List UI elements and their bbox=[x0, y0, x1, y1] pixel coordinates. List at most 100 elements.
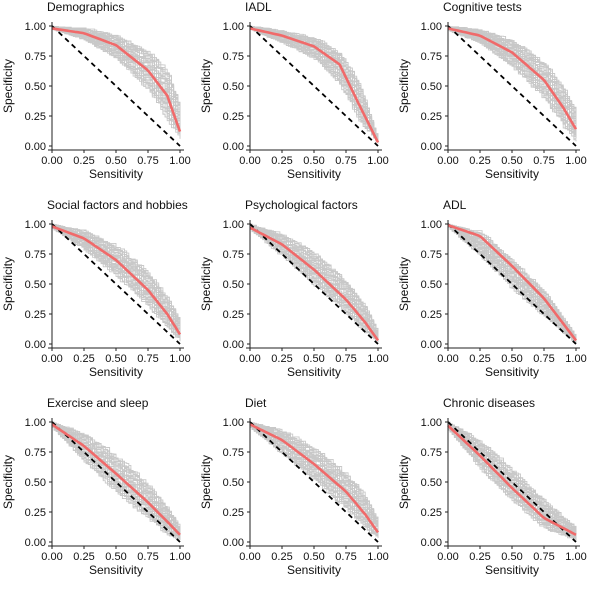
y-axis-label: Specificity bbox=[397, 455, 411, 509]
x-tick-label: 0.75 bbox=[533, 353, 554, 365]
sample-roc-curve bbox=[448, 223, 577, 337]
y-tick-label: 1.00 bbox=[223, 219, 244, 231]
x-tick-label: 1.00 bbox=[565, 551, 586, 563]
x-tick-label: 0.00 bbox=[239, 155, 260, 167]
y-tick-label: 0.75 bbox=[223, 51, 244, 63]
x-tick-label: 0.25 bbox=[271, 155, 292, 167]
x-tick-label: 0.75 bbox=[533, 551, 554, 563]
x-tick-label: 0.50 bbox=[501, 353, 522, 365]
sample-roc-curve bbox=[52, 422, 181, 529]
roc-panel: ADL 0.00 0.25 0.50 0.75 1.00 0.00 0.25 0.50 0.75 1… bbox=[396, 198, 590, 392]
panel-title: Social factors and hobbies bbox=[47, 198, 188, 212]
x-tick-label: 0.00 bbox=[437, 155, 458, 167]
y-tick-label: 0.25 bbox=[421, 111, 442, 123]
x-tick-label: 1.00 bbox=[367, 551, 388, 563]
y-axis-label: Specificity bbox=[199, 257, 213, 311]
mean-roc-curve bbox=[249, 226, 380, 342]
sample-roc-curve bbox=[52, 421, 181, 530]
sample-roc-curve bbox=[52, 26, 181, 106]
sample-roc-curve bbox=[250, 224, 379, 333]
mean-roc-curve bbox=[447, 27, 578, 130]
x-tick-label: 0.25 bbox=[469, 353, 490, 365]
y-tick-label: 1.00 bbox=[421, 21, 442, 33]
mean-roc-curve bbox=[51, 423, 181, 536]
x-axis-label: Sensitivity bbox=[89, 563, 143, 577]
roc-panel: Diet 0.00 0.25 0.50 0.75 1.00 0.00 0.25 0.50 0.75… bbox=[198, 396, 394, 590]
sample-roc-curve bbox=[250, 224, 379, 334]
y-tick-label: 0.00 bbox=[223, 339, 244, 351]
y-tick-label: 0.25 bbox=[223, 507, 244, 519]
roc-panel: Exercise and sleep 0.00 0.25 0.50 0.75 1.00 0.… bbox=[0, 396, 196, 590]
x-axis-label: Sensitivity bbox=[287, 167, 341, 181]
y-tick-label: 0.75 bbox=[421, 447, 442, 459]
sample-roc-curve bbox=[250, 225, 379, 335]
mean-roc-curve bbox=[447, 424, 577, 536]
y-axis-label: Specificity bbox=[1, 455, 15, 509]
y-tick-label: 0.50 bbox=[25, 81, 46, 93]
y-tick-label: 0.00 bbox=[223, 141, 244, 153]
panel-title: Cognitive tests bbox=[443, 0, 522, 14]
y-tick-label: 0.75 bbox=[421, 249, 442, 261]
reference-diagonal bbox=[447, 421, 577, 543]
y-tick-label: 0.50 bbox=[25, 477, 46, 489]
reference-diagonal bbox=[447, 25, 577, 147]
mean-roc-curve bbox=[447, 223, 578, 342]
y-tick-label: 0.50 bbox=[25, 279, 46, 291]
y-tick-label: 1.00 bbox=[421, 219, 442, 231]
y-axis-label: Specificity bbox=[1, 59, 15, 113]
panel-title: Chronic diseases bbox=[443, 396, 536, 410]
reference-diagonal bbox=[51, 223, 181, 345]
x-tick-label: 1.00 bbox=[169, 551, 190, 563]
panel-title: Exercise and sleep bbox=[47, 396, 149, 410]
y-tick-label: 0.00 bbox=[25, 537, 46, 549]
x-tick-label: 0.25 bbox=[469, 155, 490, 167]
x-tick-label: 0.25 bbox=[271, 551, 292, 563]
y-tick-label: 0.75 bbox=[223, 447, 244, 459]
x-axis-label: Sensitivity bbox=[89, 365, 143, 379]
roc-plot: 0.00 0.25 0.50 0.75 1.00 0.00 0.25 0.50 0.75 1.00… bbox=[199, 21, 389, 181]
x-tick-label: 0.00 bbox=[41, 551, 62, 563]
y-tick-label: 0.25 bbox=[223, 309, 244, 321]
x-tick-label: 1.00 bbox=[367, 353, 388, 365]
x-tick-label: 0.75 bbox=[335, 155, 356, 167]
x-tick-label: 0.00 bbox=[437, 353, 458, 365]
y-tick-label: 0.50 bbox=[223, 279, 244, 291]
x-tick-label: 0.50 bbox=[303, 353, 324, 365]
y-tick-label: 0.50 bbox=[421, 477, 442, 489]
x-axis-label: Sensitivity bbox=[485, 563, 539, 577]
y-tick-label: 0.50 bbox=[421, 81, 442, 93]
sample-roc-curve bbox=[52, 224, 181, 322]
roc-plot: 0.00 0.25 0.50 0.75 1.00 0.00 0.25 0.50 0.75 1.00… bbox=[199, 417, 389, 577]
y-tick-label: 0.75 bbox=[25, 249, 46, 261]
roc-plot: 0.00 0.25 0.50 0.75 1.00 0.00 0.25 0.50 0.75 1.00… bbox=[199, 219, 389, 379]
y-tick-label: 0.75 bbox=[421, 51, 442, 63]
roc-plot: 0.00 0.25 0.50 0.75 1.00 0.00 0.25 0.50 0.75 1.00… bbox=[397, 21, 587, 181]
panel-title: Psychological factors bbox=[245, 198, 358, 212]
reference-diagonal bbox=[51, 25, 181, 147]
x-tick-label: 0.75 bbox=[137, 155, 158, 167]
y-tick-label: 0.25 bbox=[223, 111, 244, 123]
y-tick-label: 0.25 bbox=[25, 507, 46, 519]
x-tick-label: 0.75 bbox=[335, 551, 356, 563]
y-tick-label: 0.25 bbox=[25, 309, 46, 321]
x-tick-label: 1.00 bbox=[565, 155, 586, 167]
roc-plot: 0.00 0.25 0.50 0.75 1.00 0.00 0.25 0.50 0.75 1.00… bbox=[397, 219, 587, 379]
x-tick-label: 0.25 bbox=[73, 353, 94, 365]
sample-roc-curve bbox=[448, 422, 577, 531]
x-tick-label: 0.25 bbox=[73, 155, 94, 167]
panel-title: IADL bbox=[245, 0, 272, 14]
y-tick-label: 1.00 bbox=[223, 417, 244, 429]
x-tick-label: 0.25 bbox=[469, 551, 490, 563]
x-tick-label: 0.50 bbox=[501, 155, 522, 167]
sample-roc-curve bbox=[52, 228, 181, 339]
sample-roc-curve bbox=[250, 422, 379, 523]
x-tick-label: 0.00 bbox=[239, 551, 260, 563]
y-tick-label: 1.00 bbox=[421, 417, 442, 429]
y-tick-label: 0.00 bbox=[421, 141, 442, 153]
x-tick-label: 1.00 bbox=[565, 353, 586, 365]
y-tick-label: 0.50 bbox=[223, 477, 244, 489]
x-tick-label: 0.50 bbox=[105, 551, 126, 563]
y-tick-label: 0.00 bbox=[421, 537, 442, 549]
x-tick-label: 0.00 bbox=[41, 353, 62, 365]
